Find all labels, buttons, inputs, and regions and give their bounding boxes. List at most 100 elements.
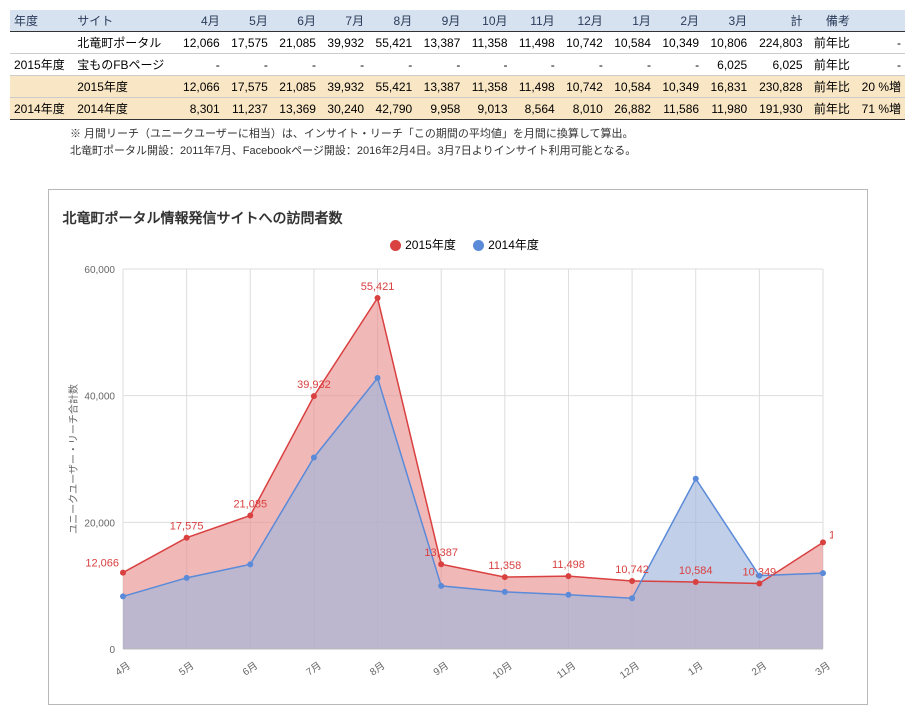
table-header: 7月	[320, 10, 368, 32]
svg-text:12,066: 12,066	[85, 558, 119, 570]
svg-text:10,584: 10,584	[678, 565, 712, 577]
table-header: 11月	[512, 10, 559, 32]
table-cell: 前年比	[807, 98, 854, 120]
table-header: 10月	[464, 10, 511, 32]
svg-text:13,387: 13,387	[424, 547, 458, 559]
table-cell: 39,932	[320, 32, 368, 54]
table-cell: 13,369	[272, 98, 320, 120]
table-header: 9月	[416, 10, 464, 32]
svg-text:11月: 11月	[554, 660, 578, 682]
svg-text:55,421: 55,421	[360, 281, 394, 293]
line-chart: 020,00040,00060,0004月5月6月7月8月9月10月11月12月…	[63, 259, 833, 689]
table-cell: 10,806	[703, 32, 751, 54]
table-cell: 2015年度	[73, 76, 175, 98]
table-cell: 11,498	[512, 32, 559, 54]
table-cell: 10,349	[655, 32, 703, 54]
svg-text:ユニークユーザー・リーチ合計数: ユニークユーザー・リーチ合計数	[67, 384, 80, 534]
table-header: 備考	[807, 10, 854, 32]
table-cell: 8,564	[512, 98, 559, 120]
table-cell: 10,742	[559, 76, 607, 98]
table-header: 1月	[607, 10, 655, 32]
table-header: 6月	[272, 10, 320, 32]
table-cell: -	[176, 54, 224, 76]
table-cell: 北竜町ポータル	[73, 32, 175, 54]
table-header: 4月	[176, 10, 224, 32]
note-line: 北竜町ポータル開設：2011年7月、Facebookページ開設：2016年2月4…	[70, 143, 905, 160]
table-cell: 2015年度	[10, 54, 73, 76]
table-cell: -	[320, 54, 368, 76]
svg-text:60,000: 60,000	[84, 265, 115, 276]
table-cell: -	[416, 54, 464, 76]
svg-text:0: 0	[109, 645, 115, 656]
table-cell: 前年比	[807, 54, 854, 76]
table-cell: 26,882	[607, 98, 655, 120]
table-cell: -	[272, 54, 320, 76]
table-cell: 17,575	[224, 32, 272, 54]
table-cell: 8,301	[176, 98, 224, 120]
svg-text:12月: 12月	[617, 660, 641, 682]
notes: ※ 月間リーチ（ユニークユーザーに相当）は、インサイト・リーチ「この期間の平均値…	[70, 126, 905, 159]
table-header: 2月	[655, 10, 703, 32]
table-cell: 13,387	[416, 76, 464, 98]
table-cell: 230,828	[751, 76, 806, 98]
svg-text:10,742: 10,742	[615, 564, 649, 576]
table-cell: -	[559, 54, 607, 76]
svg-text:1月: 1月	[685, 660, 705, 679]
table-cell	[10, 76, 73, 98]
table-cell: 55,421	[368, 76, 416, 98]
table-cell: 10,584	[607, 76, 655, 98]
table-cell: 11,980	[703, 98, 751, 120]
table-cell: 39,932	[320, 76, 368, 98]
table-cell: 前年比	[807, 32, 854, 54]
svg-text:40,000: 40,000	[84, 392, 115, 403]
svg-text:16,831: 16,831	[829, 529, 833, 541]
svg-text:11,498: 11,498	[552, 559, 585, 571]
table-header: 8月	[368, 10, 416, 32]
table-cell: 21,085	[272, 76, 320, 98]
table-cell: 21,085	[272, 32, 320, 54]
svg-text:7月: 7月	[303, 660, 323, 679]
table-cell: 11,358	[464, 32, 511, 54]
table-cell: -	[854, 54, 905, 76]
table-cell: 前年比	[807, 76, 854, 98]
svg-text:2月: 2月	[749, 660, 769, 679]
legend-dot-2015	[390, 240, 401, 251]
table-cell: 10,349	[655, 76, 703, 98]
svg-text:4月: 4月	[113, 660, 133, 679]
table-cell: 2014年度	[10, 98, 73, 120]
legend-label: 2015年度	[405, 238, 456, 252]
table-cell: 11,586	[655, 98, 703, 120]
table-cell: 宝ものFBページ	[73, 54, 175, 76]
svg-text:21,085: 21,085	[233, 498, 267, 510]
svg-text:17,575: 17,575	[169, 521, 203, 533]
table-header: 5月	[224, 10, 272, 32]
table-cell: 13,387	[416, 32, 464, 54]
table-cell: -	[512, 54, 559, 76]
table-cell	[10, 32, 73, 54]
table-cell: 12,066	[176, 32, 224, 54]
table-cell: -	[854, 32, 905, 54]
table-cell: -	[464, 54, 511, 76]
table-cell: 11,358	[464, 76, 511, 98]
table-header: 12月	[559, 10, 607, 32]
table-cell: 55,421	[368, 32, 416, 54]
table-cell: 191,930	[751, 98, 806, 120]
table-cell: 11,237	[224, 98, 272, 120]
chart-title: 北竜町ポータル情報発信サイトへの訪問者数	[63, 208, 853, 228]
data-table: 年度サイト4月5月6月7月8月9月10月11月12月1月2月3月計備考 北竜町ポ…	[10, 10, 905, 120]
table-header: 3月	[703, 10, 751, 32]
table-cell: 10,584	[607, 32, 655, 54]
table-cell: 30,240	[320, 98, 368, 120]
table-cell: 17,575	[224, 76, 272, 98]
table-header: 計	[751, 10, 806, 32]
table-cell: -	[368, 54, 416, 76]
table-header	[854, 10, 905, 32]
svg-text:5月: 5月	[176, 660, 196, 679]
svg-text:9月: 9月	[431, 660, 451, 679]
legend-label: 2014年度	[488, 238, 539, 252]
table-cell: 10,742	[559, 32, 607, 54]
table-cell: 12,066	[176, 76, 224, 98]
table-header: サイト	[73, 10, 175, 32]
table-cell: 20 %増	[854, 76, 905, 98]
table-cell: 11,498	[512, 76, 559, 98]
